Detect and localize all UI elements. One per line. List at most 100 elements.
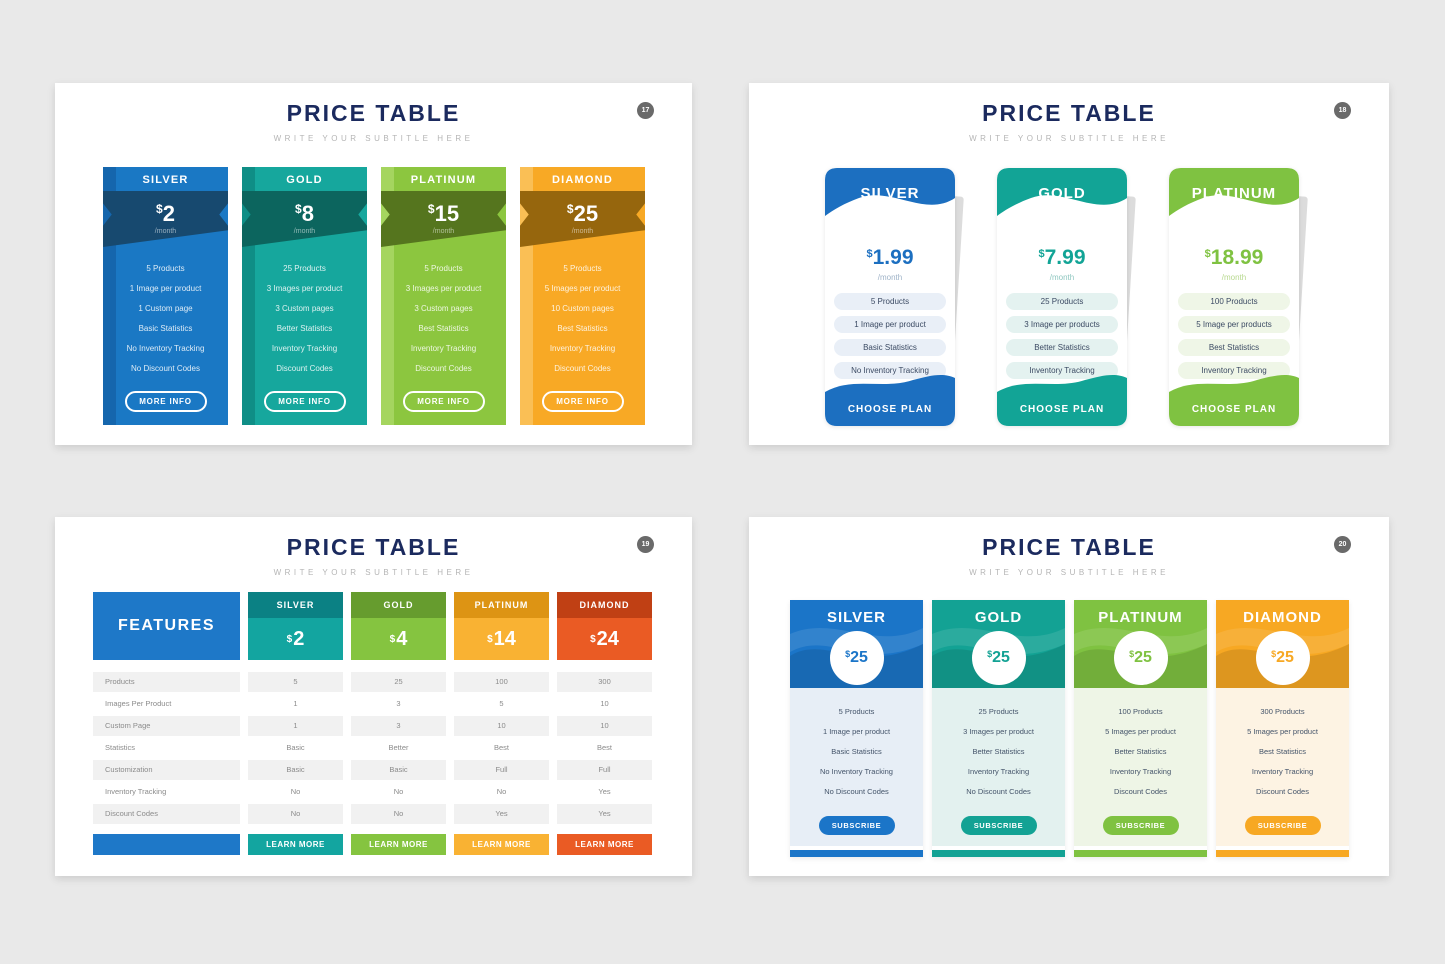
price-circle: $25 [971,631,1026,685]
slide-number-badge: 17 [637,102,654,119]
price-ribbon: $2 /month [103,191,228,247]
feature-item: No Discount Codes [966,787,1031,796]
price-amount: 25 [573,200,599,226]
cell-value: 5 [499,699,504,708]
subscribe-button[interactable]: SUBSCRIBE [1244,816,1321,835]
plan-name: PLATINUM [410,174,477,186]
learn-more-button[interactable]: LEARN MORE [248,834,343,855]
features-header: FEATURES [93,592,240,660]
plan-header-platinum: PLATINUM $14 [454,592,549,660]
feature-item: Inventory Tracking [271,344,338,353]
slide-number-badge: 19 [637,536,654,553]
pricing-columns: SILVER $25 5 Products 1 Image per produc… [790,600,1349,857]
plan-header: GOLD $25 [932,600,1065,688]
plan-column-platinum: PLATINUM $15 /month 5 Products 3 Images … [381,167,506,425]
plan-name: SILVER [860,185,920,202]
plan-name: GOLD [351,592,446,618]
page-subtitle: WRITE YOUR SUBTITLE HERE [969,134,1169,143]
feature-item: Discount Codes [415,364,472,373]
cell-value: Yes [557,804,652,824]
header-wave [1169,168,1299,216]
plan-name: SILVER [142,174,189,186]
cell-value: No [290,787,301,796]
feature-item: No Discount Codes [824,787,889,796]
plan-column-diamond: DIAMOND $25 /month 5 Products 5 Images p… [520,167,645,425]
price-circle: $25 [1113,631,1168,685]
currency-symbol: $ [156,201,163,216]
choose-plan-button[interactable]: CHOOSE PLAN [1191,404,1277,415]
plan-column-gold: GOLD $7.99 /month 25 Products 3 Image pe… [997,168,1136,426]
feature-list: 25 Products 3 Images per product 3 Custo… [242,259,367,379]
price-amount: 8 [301,200,314,226]
feature-item: Inventory Tracking [1251,767,1314,776]
plan-price: $25 [520,198,645,225]
footer-wave [997,374,1127,426]
feature-item: Inventory Tracking [1109,767,1172,776]
learn-more-button[interactable]: LEARN MORE [454,834,549,855]
feature-item: 1 Custom page [138,304,193,313]
price-circle: $25 [829,631,884,685]
plan-header: DIAMOND $25 [1216,600,1349,688]
currency-symbol: $ [427,201,435,216]
price-amount: 25 [1276,649,1294,666]
subscribe-button[interactable]: SUBSCRIBE [1102,816,1179,835]
learn-more-button[interactable]: LEARN MORE [351,834,446,855]
more-info-button[interactable]: MORE INFO [541,391,624,412]
feature-item: Better Statistics [1114,747,1167,756]
plan-price: $15 [381,198,506,225]
subscribe-button[interactable]: SUBSCRIBE [818,816,895,835]
feature-item: No Inventory Tracking [834,362,946,379]
more-info-button[interactable]: MORE INFO [263,391,346,412]
feature-item: 5 Products [424,264,463,273]
feature-item: 5 Products [146,264,185,273]
plan-price: $25 [1129,649,1152,667]
feature-item: 3 Custom pages [414,304,473,313]
cell-value: No [393,787,404,796]
feature-item: 3 Images per product [266,284,343,293]
feature-item: Inventory Tracking [967,767,1030,776]
plan-column-gold: GOLD $8 /month 25 Products 3 Images per … [242,167,367,425]
cell-value: 300 [557,672,652,692]
row-label: Customization [93,760,240,780]
price-period: /month [571,227,594,235]
cell-value: 5 [248,672,343,692]
choose-plan-button[interactable]: CHOOSE PLAN [1019,404,1105,415]
plan-name: PLATINUM [454,592,549,618]
more-info-button[interactable]: MORE INFO [402,391,485,412]
price-ribbon: $15 /month [381,191,506,247]
price-amount: 25 [992,649,1010,666]
feature-item: 25 Products [283,264,326,273]
choose-plan-button[interactable]: CHOOSE PLAN [847,404,933,415]
learn-more-button[interactable]: LEARN MORE [557,834,652,855]
row-label: Inventory Tracking [105,787,167,796]
plan-price: $1.99 [825,244,955,268]
currency-symbol: $ [866,248,873,260]
price-ribbon: $8 /month [242,191,367,247]
feature-item: 25 Products [978,707,1019,716]
currency-symbol: $ [590,633,596,645]
subscribe-button[interactable]: SUBSCRIBE [960,816,1037,835]
feature-list: 5 Products 1 Image per product Basic Sta… [790,688,923,802]
feature-list: 5 Products 5 Images per product 10 Custo… [520,259,645,379]
cell-value: Basic [351,760,446,780]
feature-item: Basic Statistics [831,747,882,756]
plan-name: DIAMOND [552,174,613,186]
footer-wave [1169,374,1299,426]
more-info-button[interactable]: MORE INFO [124,391,207,412]
plan-price: $7.99 [997,244,1127,268]
page-title: PRICE TABLE [286,100,461,126]
plan-card: GOLD $7.99 /month 25 Products 3 Image pe… [997,168,1127,426]
currency-symbol: $ [295,201,302,216]
feature-item: 5 Images per product [544,284,621,293]
row-label: Products [93,672,240,692]
currency-symbol: $ [286,633,293,645]
feature-item: 1 Image per product [834,316,946,333]
plan-price: $24 [557,618,652,660]
feature-item: 25 Products [1006,293,1118,310]
plan-column-gold: GOLD $25 25 Products 3 Images per produc… [932,600,1065,857]
price-amount: 15 [434,200,460,226]
currency-symbol: $ [487,633,493,645]
price-period: /month [1049,273,1075,282]
feature-list: 5 Products 3 Images per product 3 Custom… [381,259,506,379]
plan-column-diamond: DIAMOND $25 300 Products 5 Images per pr… [1216,600,1349,857]
